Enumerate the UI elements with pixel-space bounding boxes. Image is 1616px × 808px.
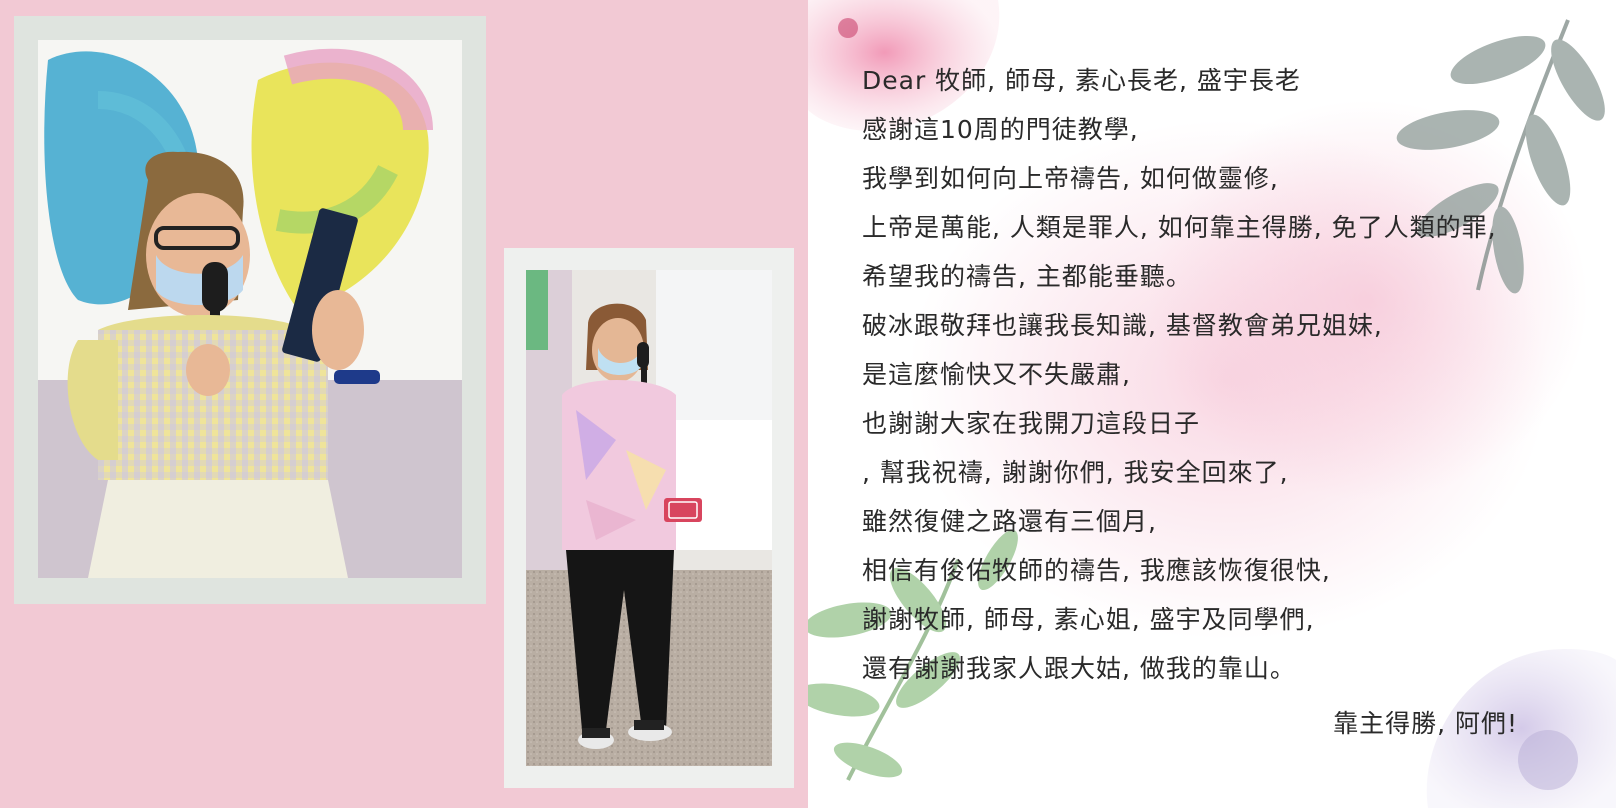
letter-signoff: 靠主得勝, 阿們! [1333,709,1518,738]
letter-line: 希望我的禱告, 主都能垂聽。 [862,262,1192,291]
letter-line: 我學到如何向上帝禱告, 如何做靈修, [862,164,1279,193]
letter-line: 是這麼愉快又不失嚴肅, [862,360,1131,389]
letter-line: 感謝這10周的門徒教學, [862,115,1139,144]
letter-panel: Dear 牧師, 師母, 素心長老, 盛宇長老 感謝這10周的門徒教學, 我學到… [808,0,1616,808]
photo-woman-speaking [526,270,772,766]
photo-frame-1 [14,16,486,604]
letter-line: , 幫我祝禱, 謝謝你們, 我安全回來了, [862,458,1289,487]
watercolor-flowers-decoration [808,0,1616,808]
letter-line: 破冰跟敬拜也讓我長知識, 基督教會弟兄姐妹, [862,311,1383,340]
letter-line: 也謝謝大家在我開刀這段日子 [862,409,1201,438]
letter-line: Dear 牧師, 師母, 素心長老, 盛宇長老 [862,66,1301,95]
letter-body: Dear 牧師, 師母, 素心長老, 盛宇長老 感謝這10周的門徒教學, 我學到… [862,62,1602,699]
letter-line: 還有謝謝我家人跟大姑, 做我的靠山。 [862,654,1296,683]
letter-line: 雖然復健之路還有三個月, [862,507,1157,536]
photo-woman-with-tablet [38,40,462,578]
letter-line: 上帝是萬能, 人類是罪人, 如何靠主得勝, 免了人類的罪, [862,213,1497,242]
letter-line: 相信有俊佑牧師的禱告, 我應該恢復很快, [862,556,1331,585]
left-photo-panel [0,0,808,808]
photo-frame-2 [504,248,794,788]
letter-line: 謝謝牧師, 師母, 素心姐, 盛宇及同學們, [862,605,1315,634]
